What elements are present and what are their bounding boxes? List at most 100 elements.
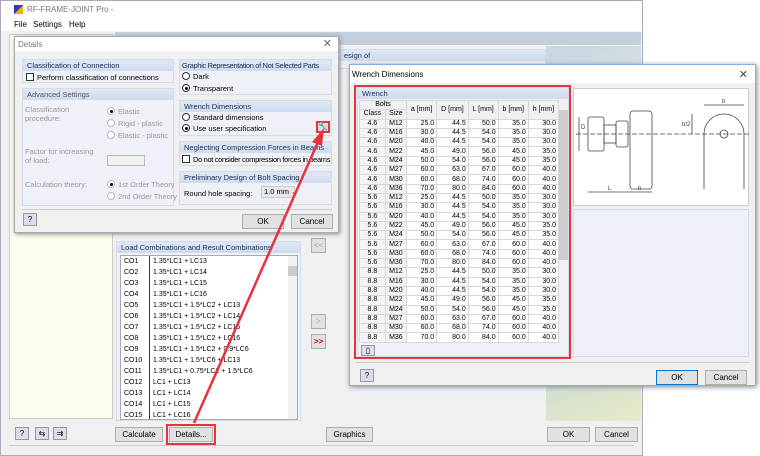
table-cell[interactable]: 74.0 [467, 174, 499, 185]
table-scrollbar[interactable] [559, 100, 568, 343]
table-cell[interactable]: 35.0 [497, 127, 529, 139]
load-combination-item[interactable]: CO7 1.35*LC1 + 1.5*LC2 + LC15 [121, 322, 297, 333]
table-cell[interactable]: 45.0 [497, 146, 529, 157]
table-cell[interactable]: 40.0 [406, 285, 438, 297]
load-combination-item[interactable]: CO15 LC1 + LC16 [121, 410, 297, 419]
table-cell[interactable]: M30 [384, 248, 408, 260]
table-cell[interactable]: 4.6 [359, 165, 386, 176]
wrench-ok-button[interactable]: OK [656, 370, 698, 385]
table-cell[interactable]: 54.0 [436, 230, 469, 241]
table-cell[interactable]: 54.0 [467, 211, 499, 222]
help-icon[interactable]: ? [15, 427, 29, 440]
table-cell[interactable]: 4.6 [359, 174, 386, 185]
table-cell[interactable]: 44.5 [436, 202, 469, 213]
table-cell[interactable]: 35.0 [497, 192, 529, 204]
table-cell[interactable]: 54.0 [467, 137, 499, 148]
load-combination-item[interactable]: CO12 LC1 + LC13 [121, 377, 297, 388]
table-cell[interactable]: M27 [384, 165, 408, 176]
table-cell[interactable]: 8.8 [359, 285, 386, 297]
import-icon[interactable]: ⇆ [35, 427, 49, 440]
table-cell[interactable]: M12 [384, 267, 408, 278]
table-cell[interactable]: 44.5 [436, 276, 469, 287]
table-cell[interactable]: 5.6 [359, 248, 386, 260]
table-cell[interactable]: M20 [384, 285, 408, 297]
table-cell[interactable]: M16 [384, 202, 408, 213]
table-cell[interactable]: 56.0 [467, 146, 499, 157]
table-cell[interactable]: 35.0 [527, 230, 560, 241]
table-cell[interactable]: 68.0 [436, 323, 469, 334]
table-cell[interactable]: 8.8 [359, 295, 386, 306]
table-cell[interactable]: 8.8 [359, 323, 386, 334]
table-cell[interactable]: 40.0 [527, 313, 560, 325]
table-cell[interactable]: 70.0 [406, 258, 438, 269]
ok-button[interactable]: OK [547, 427, 590, 442]
table-cell[interactable]: 30.0 [527, 137, 560, 148]
table-cell[interactable]: M22 [384, 295, 408, 306]
table-export-icon[interactable]: ▯ [361, 345, 375, 356]
menu-help[interactable]: Help [69, 20, 86, 29]
table-cell[interactable]: 56.0 [467, 220, 499, 232]
table-cell[interactable]: 63.0 [436, 239, 469, 250]
table-cell[interactable]: 60.0 [406, 165, 438, 176]
table-cell[interactable]: 45.0 [406, 295, 438, 306]
wrench-edit-button[interactable]: 🔧 [316, 121, 330, 133]
table-cell[interactable]: 49.0 [436, 295, 469, 306]
table-cell[interactable]: 44.5 [436, 285, 469, 297]
table-cell[interactable]: 4.6 [359, 137, 386, 148]
table-cell[interactable]: 5.6 [359, 258, 386, 269]
table-cell[interactable]: 40.0 [406, 211, 438, 222]
close-icon[interactable]: ✕ [322, 38, 332, 50]
table-cell[interactable]: M22 [384, 220, 408, 232]
table-cell[interactable]: 44.5 [436, 211, 469, 222]
table-cell[interactable]: 56.0 [467, 155, 499, 167]
table-cell[interactable]: 67.0 [467, 165, 499, 176]
table-cell[interactable]: 74.0 [467, 323, 499, 334]
table-cell[interactable]: 40.0 [406, 137, 438, 148]
table-cell[interactable]: 30.0 [527, 211, 560, 222]
table-cell[interactable]: 68.0 [436, 174, 469, 185]
table-cell[interactable]: 8.8 [359, 276, 386, 287]
details-cancel-button[interactable]: Cancel [291, 214, 333, 229]
table-cell[interactable]: 45.0 [497, 220, 529, 232]
table-cell[interactable]: 56.0 [467, 230, 499, 241]
table-cell[interactable]: 40.0 [527, 239, 560, 250]
radio-user-specification[interactable]: Use user specification [182, 124, 266, 133]
table-cell[interactable]: 56.0 [467, 295, 499, 306]
table-cell[interactable]: 25.0 [406, 267, 438, 278]
table-cell[interactable]: 54.0 [467, 202, 499, 213]
table-cell[interactable]: 8.8 [359, 332, 386, 343]
cancel-button[interactable]: Cancel [595, 427, 638, 442]
table-cell[interactable]: 54.0 [436, 304, 469, 315]
table-cell[interactable]: M24 [384, 304, 408, 315]
load-combination-item[interactable]: CO5 1.35*LC1 + 1.5*LC2 + LC13 [121, 300, 297, 311]
table-cell[interactable]: M12 [384, 118, 408, 129]
table-cell[interactable]: 60.0 [406, 248, 438, 260]
table-cell[interactable]: 30.0 [527, 285, 560, 297]
load-combination-item[interactable]: CO9 1.35*LC1 + 1.5*LC2 + 0.9*LC6 [121, 344, 297, 355]
load-combination-item[interactable]: CO1 1.35*LC1 + LC13 [121, 256, 297, 267]
table-cell[interactable]: 44.5 [436, 267, 469, 278]
table-cell[interactable]: 30.0 [406, 202, 438, 213]
menu-file[interactable]: File [14, 20, 27, 29]
table-cell[interactable]: M20 [384, 211, 408, 222]
table-cell[interactable]: M36 [384, 183, 408, 194]
table-cell[interactable]: 40.0 [527, 258, 560, 269]
table-cell[interactable]: 67.0 [467, 239, 499, 250]
spacing-dropdown[interactable]: 1.0 mm ⌄ [261, 186, 297, 198]
add-button[interactable]: > [311, 314, 326, 329]
table-cell[interactable]: 4.6 [359, 127, 386, 139]
load-combination-item[interactable]: CO8 1.35*LC1 + 1.5*LC2 + LC16 [121, 333, 297, 344]
radio-elastic-plastic[interactable]: Elastic - plastic [107, 131, 168, 140]
table-cell[interactable]: 5.6 [359, 202, 386, 213]
table-cell[interactable]: 45.0 [497, 304, 529, 315]
table-cell[interactable]: 45.0 [497, 295, 529, 306]
table-cell[interactable]: 30.0 [527, 267, 560, 278]
table-cell[interactable]: M16 [384, 127, 408, 139]
table-cell[interactable]: 50.0 [406, 230, 438, 241]
table-cell[interactable]: 35.0 [497, 285, 529, 297]
table-cell[interactable]: 84.0 [467, 332, 499, 343]
table-cell[interactable]: 54.0 [467, 285, 499, 297]
details-button[interactable]: Details... [169, 427, 213, 442]
table-cell[interactable]: 84.0 [467, 183, 499, 194]
table-cell[interactable]: 60.0 [406, 174, 438, 185]
